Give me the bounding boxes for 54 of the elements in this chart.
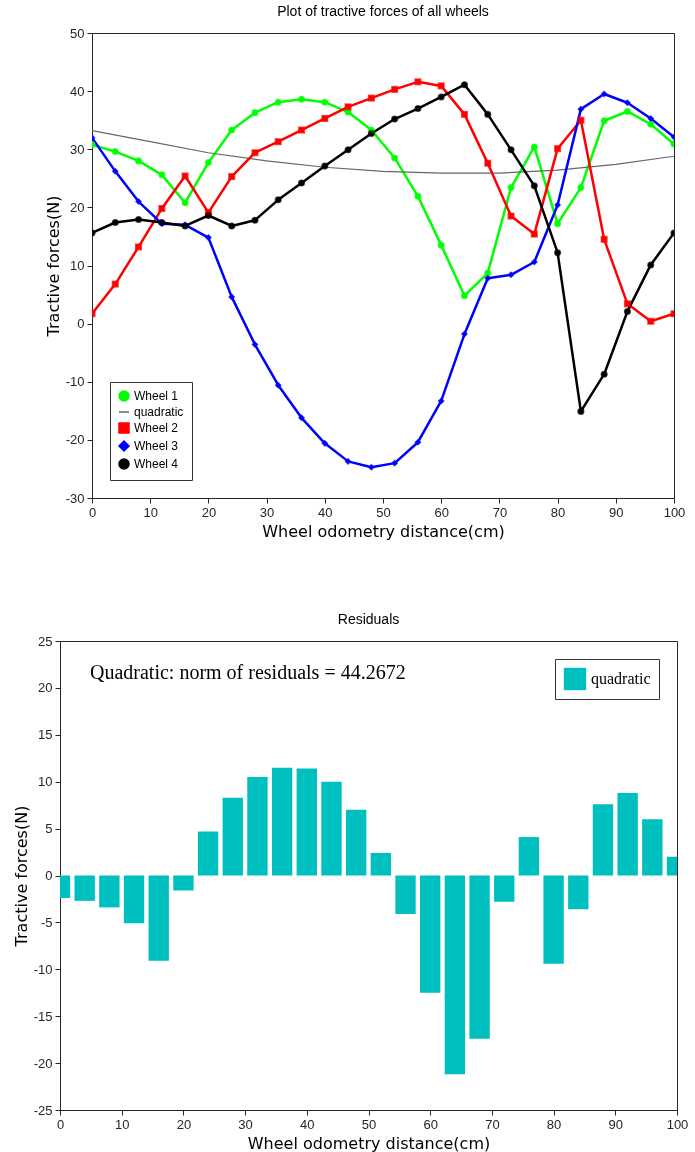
y-tick-label: 10 <box>38 774 53 790</box>
x-axis-title: Wheel odometry distance(cm) <box>247 1133 491 1152</box>
x-tick-label: 20 <box>176 1116 192 1132</box>
x-axis-title: Wheel odometry distance(cm) <box>262 521 505 541</box>
y-tick-label: -20 <box>65 432 85 448</box>
x-tick-label: 100 <box>666 1116 689 1132</box>
y-tick-label: -10 <box>33 961 53 977</box>
y-tick-label: 50 <box>70 25 85 41</box>
y-tick-label: 25 <box>38 633 53 649</box>
y-tick-label: -10 <box>65 374 85 390</box>
y-tick-label: 20 <box>70 199 85 215</box>
y-tick-label: -25 <box>33 1102 53 1118</box>
legend-label: Wheel 3 <box>134 439 179 453</box>
x-tick-label: 70 <box>485 1116 500 1132</box>
legend-label: quadratic <box>134 405 184 419</box>
y-tick-label: 5 <box>45 821 53 837</box>
y-axis-title: Tractive forces(N) <box>11 805 31 948</box>
y-tick-label: -5 <box>40 914 53 930</box>
x-tick-label: 40 <box>300 1116 315 1132</box>
x-tick-label: 10 <box>114 1116 130 1132</box>
annotation: Quadratic: norm of residuals = 44.2672 <box>90 661 406 683</box>
legend-label: Wheel 1 <box>134 389 179 403</box>
legend-label: quadratic <box>591 670 651 688</box>
x-tick-label: 100 <box>663 504 686 520</box>
y-tick-label: 0 <box>45 868 53 883</box>
y-tick-label: -30 <box>65 490 85 506</box>
x-tick-label: 0 <box>88 504 97 520</box>
x-tick-label: 40 <box>318 504 333 520</box>
y-tick-label: 30 <box>70 141 85 157</box>
y-tick-label: 40 <box>70 83 85 99</box>
x-tick-label: 50 <box>361 1116 377 1132</box>
x-tick-label: 30 <box>259 504 275 520</box>
x-tick-label: 80 <box>550 504 566 520</box>
y-axis-title: Tractive forces(N) <box>43 195 63 338</box>
chart-title: Residuals <box>337 611 400 627</box>
x-tick-label: 80 <box>546 1116 562 1132</box>
legend-label: Wheel 2 <box>134 421 179 435</box>
x-tick-label: 20 <box>201 504 217 520</box>
x-tick-label: 60 <box>434 504 449 520</box>
x-tick-label: 30 <box>238 1116 253 1132</box>
x-tick-label: 60 <box>423 1116 438 1132</box>
x-tick-label: 50 <box>376 504 391 520</box>
chart-title: Plot of tractive forces of all wheels <box>277 3 489 19</box>
x-tick-label: 10 <box>143 504 158 520</box>
y-tick-label: 10 <box>70 258 85 273</box>
x-tick-label: 90 <box>609 504 624 520</box>
x-tick-label: 70 <box>492 504 508 520</box>
y-tick-label: 0 <box>77 316 85 332</box>
y-tick-label: -15 <box>33 1008 53 1024</box>
y-tick-label: 20 <box>38 680 53 696</box>
legend-label: Wheel 4 <box>134 457 179 471</box>
y-tick-label: -20 <box>33 1055 53 1071</box>
y-tick-label: 15 <box>38 727 53 743</box>
x-tick-label: 90 <box>608 1116 624 1132</box>
